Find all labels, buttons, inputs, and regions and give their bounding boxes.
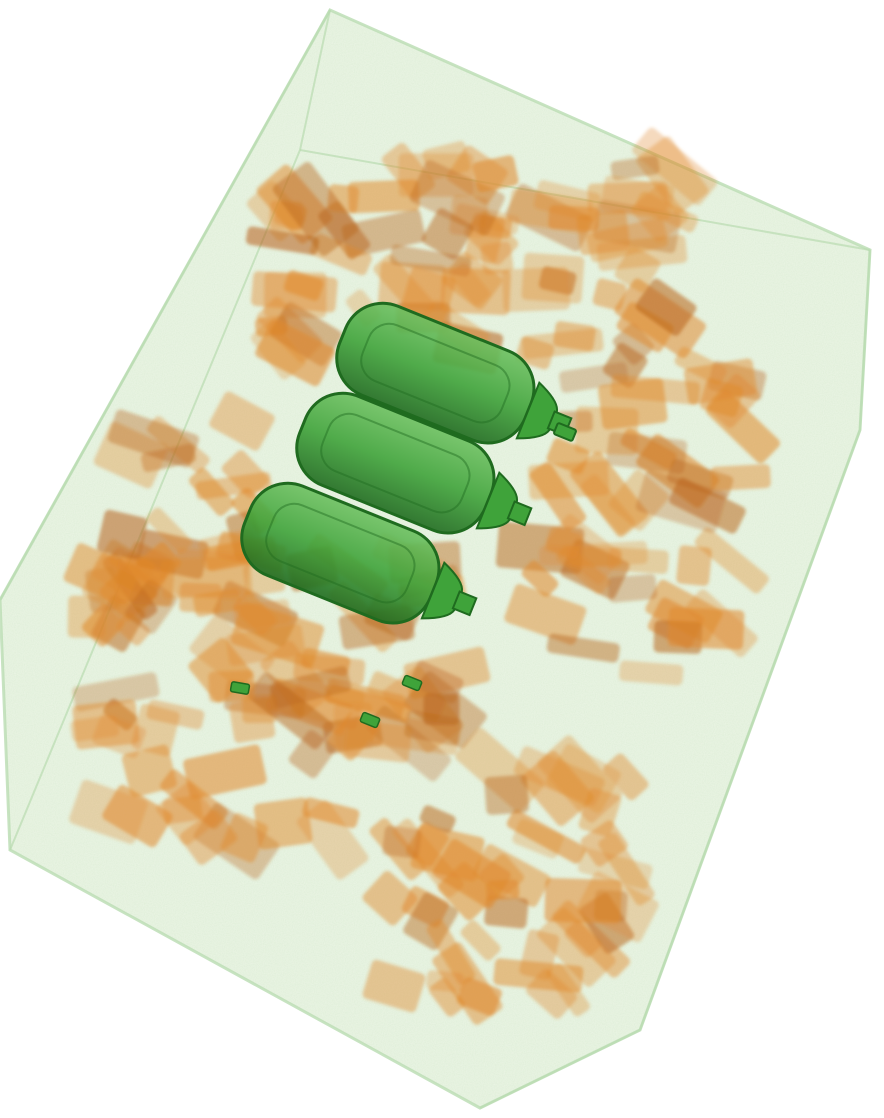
packed-item (667, 607, 745, 650)
packed-item (546, 633, 620, 663)
packed-item (683, 358, 758, 405)
metal-fastener (229, 681, 251, 695)
packed-item (521, 560, 559, 597)
bottle-neck (451, 590, 478, 617)
packed-item (220, 813, 268, 863)
packed-item (592, 278, 627, 311)
packed-item (608, 547, 669, 574)
bottle-inner-wall (265, 502, 416, 604)
packed-item (504, 584, 587, 645)
packed-item (484, 895, 529, 929)
packed-item (614, 245, 661, 293)
packed-item (97, 509, 148, 560)
packed-item (419, 805, 456, 833)
packed-item (705, 390, 781, 464)
packed-item (710, 464, 771, 491)
packed-item (72, 672, 160, 712)
metal-bottles (240, 301, 577, 625)
container-edge (479, 1029, 641, 1109)
packed-item (598, 378, 668, 430)
bottle-cap (553, 422, 577, 442)
packed-item (548, 205, 600, 232)
packed-item (631, 184, 689, 243)
packed-item (619, 660, 684, 686)
packed-item (392, 818, 464, 898)
packed-item (694, 527, 769, 594)
packed-item (577, 848, 653, 890)
packed-item (288, 730, 336, 779)
packed-item (606, 431, 688, 474)
packed-item (512, 819, 564, 859)
organic-items (63, 127, 781, 1025)
packed-item (255, 318, 336, 387)
packed-item (245, 226, 319, 255)
packed-item (272, 162, 359, 256)
packed-item (146, 507, 192, 554)
bottle-shoulder (515, 381, 559, 440)
metal-fasteners (229, 674, 423, 729)
packed-item (183, 744, 267, 799)
bottle (295, 391, 533, 535)
packed-item (251, 271, 338, 313)
packed-item (546, 514, 622, 585)
metal-fastener (359, 711, 381, 729)
packed-item (82, 603, 125, 647)
packed-item (146, 699, 205, 730)
packed-item (528, 460, 610, 500)
packed-item (479, 853, 524, 899)
packed-item (635, 278, 697, 336)
packed-item (179, 809, 238, 865)
packed-item (484, 774, 530, 815)
packed-item (526, 968, 577, 1019)
packed-item (107, 409, 199, 468)
packed-item (440, 267, 511, 316)
container-edge (0, 9, 331, 601)
packed-item (109, 546, 168, 589)
packed-item (502, 267, 570, 312)
packed-item (362, 959, 426, 1013)
packed-item (472, 155, 519, 193)
packed-item (556, 544, 610, 595)
packed-item (480, 241, 514, 275)
packed-item (460, 920, 501, 961)
packed-item (297, 800, 369, 880)
packed-item (348, 179, 420, 214)
packed-item (404, 710, 462, 746)
bottle (335, 301, 573, 445)
packed-item (603, 753, 649, 801)
bottle-inner-wall (320, 412, 471, 514)
packed-item (233, 599, 292, 631)
bottle-inner-wall (360, 322, 511, 424)
container-edge (859, 249, 871, 431)
packed-item (409, 660, 464, 704)
packed-item (426, 919, 476, 985)
packed-item (69, 779, 148, 844)
packed-item (156, 782, 219, 846)
packed-item (409, 160, 505, 236)
packed-item (607, 574, 658, 603)
container-edge (9, 149, 301, 851)
metal-fastener (401, 674, 423, 692)
packed-item (72, 699, 140, 750)
packed-item (537, 907, 616, 987)
packed-item (513, 746, 605, 807)
packed-item (195, 471, 272, 500)
packed-item (635, 470, 727, 533)
bottle (240, 481, 478, 625)
packed-item (253, 797, 313, 850)
packed-item (610, 155, 660, 181)
packed-item (521, 328, 604, 360)
packed-item (676, 545, 712, 586)
packed-item (121, 744, 177, 798)
packed-item (344, 719, 412, 763)
packed-item (247, 672, 334, 750)
container-edge (639, 429, 861, 1031)
container-edge (299, 9, 331, 151)
bottle-neck (506, 500, 533, 527)
packed-item (209, 391, 275, 451)
